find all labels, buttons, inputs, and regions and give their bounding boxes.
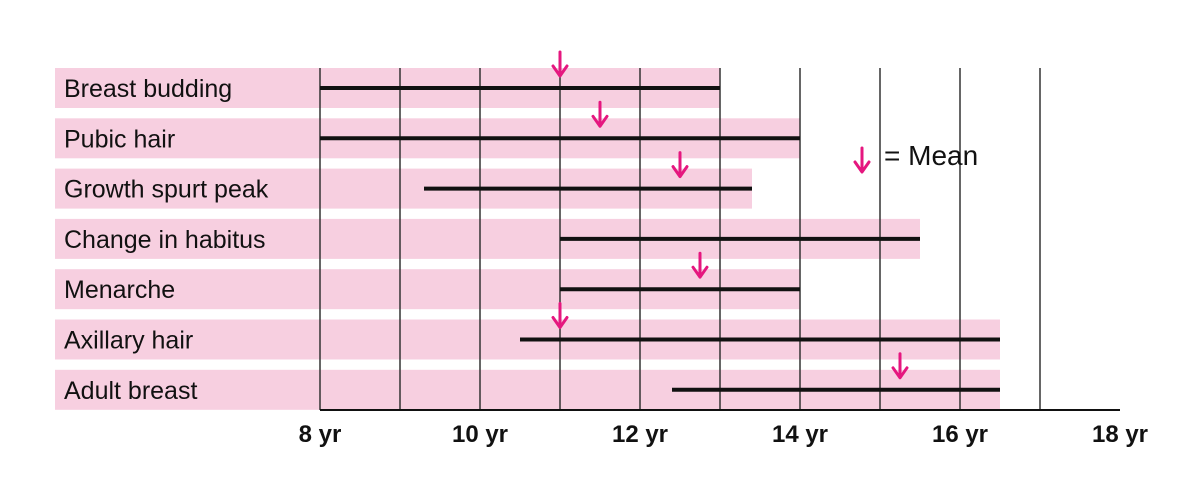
- axis-layer: 8 yr 10 yr 12 yr 14 yr 16 yr 18 yr: [299, 409, 1148, 448]
- x-tick-label: 16 yr: [932, 421, 988, 448]
- mean-arrow-breast-budding: [551, 50, 569, 78]
- legend: = Mean: [853, 140, 978, 174]
- mean-arrow-head: [551, 316, 569, 329]
- row-label-change-in-habitus: Change in habitus: [64, 226, 266, 254]
- mean-arrow-growth-spurt-peak: [671, 151, 689, 179]
- mean-arrow-head: [853, 160, 871, 174]
- mean-arrow-adult-breast: [891, 352, 909, 380]
- x-tick-label: 8 yr: [299, 421, 342, 448]
- legend-arrow-glyph: [853, 146, 871, 174]
- mean-arrow-head: [691, 265, 709, 279]
- x-tick-label: 18 yr: [1092, 421, 1148, 448]
- mean-arrow-head: [671, 165, 689, 179]
- row-label-pubic-hair: Pubic hair: [64, 125, 175, 153]
- legend-label: = Mean: [884, 140, 978, 171]
- mean-arrow-head: [591, 114, 609, 128]
- bars-layer: [320, 86, 1000, 392]
- mean-arrow-head: [551, 64, 569, 78]
- mean-arrow-pubic-hair: [591, 100, 609, 128]
- row-label-adult-breast: Adult breast: [64, 377, 197, 405]
- row-label-axillary-hair: Axillary hair: [64, 327, 193, 355]
- labels-layer: Breast budding Pubic hair Growth spurt pea…: [64, 75, 269, 405]
- x-tick-label: 14 yr: [772, 421, 828, 448]
- row-label-growth-spurt-peak: Growth spurt peak: [64, 176, 269, 204]
- x-tick-label: 10 yr: [452, 421, 508, 448]
- mean-arrow-menarche: [691, 251, 709, 279]
- legend-mean-arrow-icon: [853, 146, 871, 174]
- row-label-menarche: Menarche: [64, 276, 175, 304]
- mean-arrow-head: [891, 366, 909, 380]
- arrows-layer: [551, 50, 909, 380]
- mean-arrow-axillary-hair: [551, 302, 569, 329]
- row-label-breast-budding: Breast budding: [64, 75, 232, 103]
- x-tick-label: 12 yr: [612, 421, 668, 448]
